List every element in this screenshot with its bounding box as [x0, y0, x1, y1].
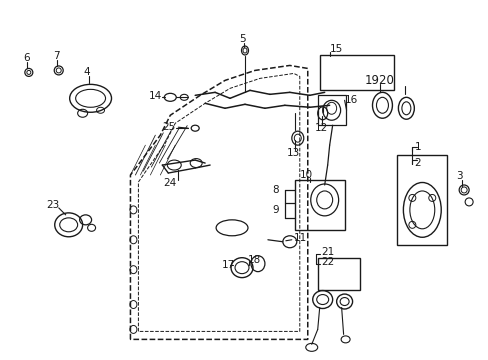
Text: 7: 7: [53, 51, 59, 62]
Text: 14: 14: [148, 91, 162, 101]
Text: 15: 15: [329, 44, 342, 54]
Bar: [294, 180, 344, 230]
Bar: [317, 258, 359, 289]
Text: 24: 24: [163, 178, 176, 188]
Text: 3: 3: [455, 171, 462, 181]
Text: 13: 13: [286, 148, 300, 158]
Text: 9: 9: [271, 205, 278, 215]
Text: 16: 16: [344, 95, 357, 105]
Text: 1920: 1920: [364, 74, 394, 87]
Bar: [397, 155, 447, 245]
Text: 5: 5: [239, 33, 245, 44]
Text: 1: 1: [413, 142, 420, 152]
Bar: [319, 55, 394, 90]
Text: 18: 18: [247, 255, 261, 265]
Bar: [317, 95, 345, 125]
Text: 8: 8: [271, 185, 278, 195]
Text: 12: 12: [314, 123, 327, 133]
Text: 4: 4: [83, 67, 90, 77]
Text: 6: 6: [23, 54, 29, 63]
Text: 11: 11: [293, 233, 306, 243]
Text: 25: 25: [162, 122, 175, 132]
Text: 22: 22: [321, 257, 334, 267]
Text: 17: 17: [222, 260, 235, 270]
Text: 10: 10: [299, 170, 312, 180]
Text: 2: 2: [413, 158, 420, 168]
Text: 23: 23: [46, 200, 59, 210]
Text: 21: 21: [321, 247, 334, 257]
